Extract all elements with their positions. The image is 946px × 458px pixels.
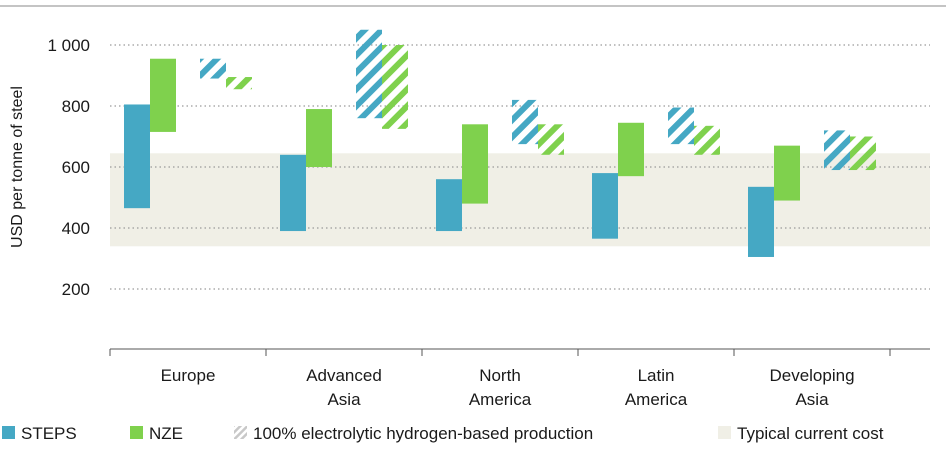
- steps-bar: [280, 154, 306, 232]
- category-label-line: Europe: [161, 366, 216, 385]
- hydrogen-steps-bar: [824, 130, 850, 171]
- category-label-line: America: [625, 390, 688, 409]
- nze-bar: [150, 58, 176, 132]
- hydrogen-nze-bar: [538, 124, 564, 155]
- legend-swatch-hydrogen: [234, 426, 247, 439]
- legend-swatch-steps: [2, 426, 15, 439]
- hydrogen-nze-bar: [694, 125, 720, 155]
- y-tick-label: 200: [62, 280, 90, 299]
- nze-bar: [618, 122, 644, 177]
- category-label: North America: [469, 366, 532, 409]
- category-label: Europe: [161, 366, 216, 385]
- y-tick-label: 1 000: [47, 36, 90, 55]
- steps-bar: [748, 186, 774, 257]
- category-label-line: Latin: [638, 366, 675, 385]
- category-label: Advanced Asia: [306, 366, 382, 409]
- y-tick-label: 400: [62, 219, 90, 238]
- hydrogen-nze-bar: [226, 77, 252, 90]
- hydrogen-steps-bar: [668, 107, 694, 145]
- legend-label-steps: STEPS: [21, 424, 77, 443]
- y-tick-label: 600: [62, 158, 90, 177]
- hydrogen-nze-bar: [382, 45, 408, 129]
- y-axis-title: USD per tonne of steel: [9, 86, 26, 248]
- hydrogen-steps-bar: [512, 99, 538, 145]
- nze-bar: [774, 145, 800, 201]
- legend-label-nze: NZE: [149, 424, 183, 443]
- category-label-line: Asia: [795, 390, 829, 409]
- y-tick-label: 800: [62, 97, 90, 116]
- hydrogen-steps-bar: [200, 58, 226, 79]
- category-label-line: Asia: [327, 390, 361, 409]
- steps-bar: [436, 179, 462, 232]
- nze-bar: [306, 109, 332, 167]
- steps-bar: [124, 104, 150, 209]
- steps-bar: [592, 173, 618, 239]
- legend-label-typical-cost: Typical current cost: [737, 424, 884, 443]
- legend-swatch-nze: [130, 426, 143, 439]
- nze-bar: [462, 124, 488, 204]
- category-label-line: America: [469, 390, 532, 409]
- hydrogen-nze-bar: [850, 136, 876, 171]
- category-label: Developing Asia: [769, 366, 854, 409]
- legend-swatch-typical-cost: [718, 426, 731, 439]
- hydrogen-steps-bar: [356, 29, 382, 119]
- category-label-line: Advanced: [306, 366, 382, 385]
- legend-label-hydrogen: 100% electrolytic hydrogen-based product…: [253, 424, 593, 443]
- category-label-line: Developing: [769, 366, 854, 385]
- category-label: Latin America: [625, 366, 688, 409]
- category-label-line: North: [479, 366, 521, 385]
